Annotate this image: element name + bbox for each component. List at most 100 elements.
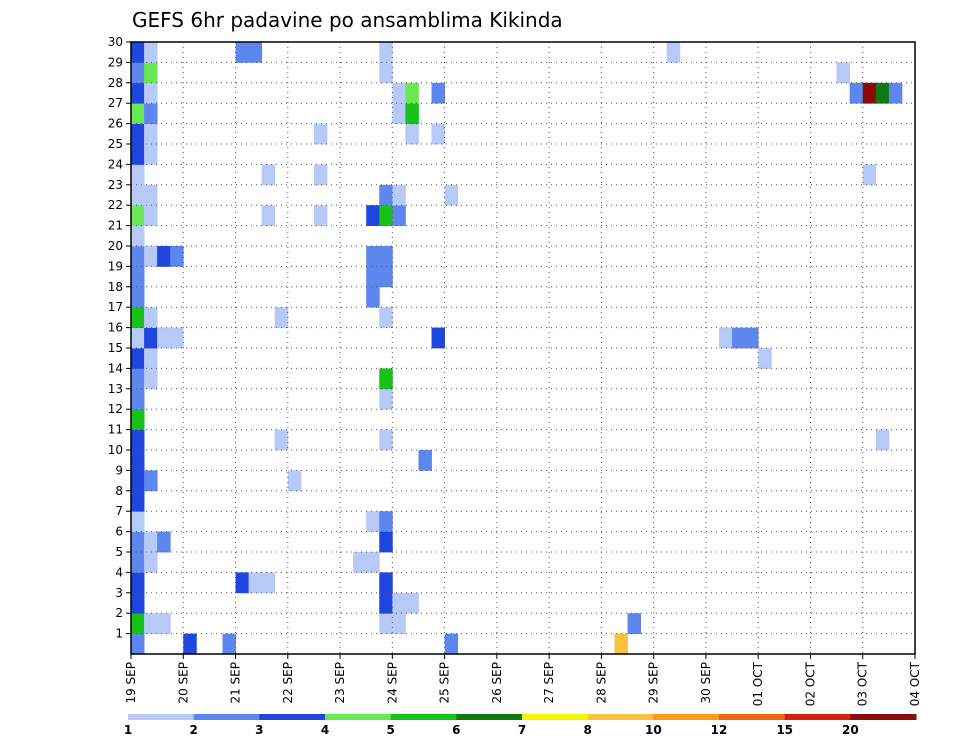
heatmap-cell (131, 246, 145, 267)
heatmap-cell (431, 82, 445, 104)
heatmap-cell (144, 144, 158, 165)
colorbar-swatch (456, 714, 523, 720)
heatmap-cell (144, 42, 158, 63)
colorbar-tick-label: 2 (189, 723, 197, 737)
heatmap-cell (261, 164, 276, 186)
heatmap-cell (431, 327, 445, 349)
heatmap-cell (131, 511, 145, 532)
colorbar-swatch (522, 714, 589, 720)
heatmap-cell (131, 327, 145, 349)
y-tick-label: 23 (108, 178, 123, 192)
x-tick-label: 21 SEP (229, 662, 243, 704)
y-tick-label: 29 (108, 55, 123, 69)
y-tick-label: 8 (115, 484, 123, 498)
heatmap-cell (392, 103, 406, 124)
heatmap-cell (379, 572, 393, 594)
heatmap-cell (131, 490, 145, 512)
heatmap-cell (392, 82, 406, 104)
heatmap-cell (131, 144, 145, 165)
gridlines (131, 42, 915, 654)
heatmap-cell (875, 429, 890, 451)
heatmap-cell (131, 409, 145, 430)
y-tick-label: 21 (108, 219, 123, 233)
colorbar-tick-label: 8 (583, 723, 591, 737)
colorbar-tick-label: 7 (518, 723, 526, 737)
heatmap-cell (313, 205, 328, 226)
heatmap-cell (379, 184, 393, 206)
x-tick-label: 24 SEP (385, 662, 399, 704)
heatmap-cell (287, 470, 302, 492)
heatmap-cell (392, 592, 406, 614)
y-tick-label: 12 (108, 402, 123, 416)
heatmap-cell (157, 613, 171, 634)
colorbar-swatch (128, 714, 195, 720)
colorbar-tick-label: 20 (842, 723, 859, 737)
heatmap-cell (131, 184, 145, 206)
heatmap-cell (131, 572, 145, 594)
y-tick-label: 7 (115, 504, 123, 518)
heatmap-cell (732, 327, 746, 349)
y-tick-label: 22 (108, 198, 123, 212)
colorbar-tick-label: 4 (321, 723, 329, 737)
heatmap-cell (131, 123, 145, 145)
y-tick-label: 11 (108, 423, 123, 437)
heatmap-cell (444, 633, 459, 655)
heatmap-cell (366, 246, 380, 267)
y-tick-label: 25 (108, 137, 123, 151)
y-tick-label: 15 (108, 341, 123, 355)
heatmap-cell (379, 307, 393, 328)
heatmap-cell (131, 164, 145, 186)
heatmap-cell (131, 633, 145, 655)
heatmap-cell (144, 348, 158, 369)
y-tick-label: 19 (108, 259, 123, 273)
heatmap-cell (144, 531, 158, 553)
heatmap-cell (379, 429, 393, 451)
colorbar-tick-label: 5 (386, 723, 394, 737)
heatmap-cell (379, 205, 393, 226)
heatmap-cell (144, 246, 158, 267)
colorbar-tick-label: 10 (645, 723, 662, 737)
chart-title: GEFS 6hr padavine po ansamblima Kikinda (132, 8, 563, 32)
heatmap-cell (131, 82, 145, 104)
heatmap-cell (144, 123, 158, 145)
heatmap-cell (131, 470, 145, 492)
colorbar-tick-label: 6 (452, 723, 460, 737)
heatmap-cell (131, 225, 145, 247)
heatmap-cell (379, 62, 393, 84)
heatmap-cell (379, 531, 393, 553)
heatmap-cell (183, 633, 197, 655)
heatmap-cell (131, 450, 145, 471)
heatmap-cell (888, 82, 903, 104)
heatmap-cell (405, 82, 419, 104)
heatmap-cell (144, 184, 158, 206)
y-tick-label: 26 (108, 117, 123, 131)
heatmap-cell (131, 205, 145, 226)
colorbar-swatch (259, 714, 326, 720)
heatmap-cell (144, 82, 158, 104)
heatmap-cell (366, 266, 380, 288)
y-tick-label: 9 (115, 463, 123, 477)
heatmap-cell (627, 613, 641, 634)
x-tick-label: 04 OCT (908, 661, 922, 706)
colorbar-tick-label: 1 (124, 723, 132, 737)
heatmap-cell (719, 327, 733, 349)
heatmap-cell (144, 103, 158, 124)
heatmap-cell (131, 531, 145, 553)
x-tick-label: 29 SEP (647, 662, 661, 704)
heatmap-cell (862, 164, 877, 186)
heatmap-cell (144, 327, 158, 349)
x-tick-label: 20 SEP (176, 662, 190, 704)
heatmap-cell (405, 103, 419, 124)
heatmap-cell (614, 633, 628, 655)
x-tick-label: 23 SEP (333, 662, 347, 704)
heatmap-cell (366, 511, 380, 532)
y-tick-label: 30 (108, 35, 123, 49)
heatmap-cell (379, 266, 393, 288)
x-tick-label: 02 OCT (803, 661, 817, 706)
heatmap-cells (131, 42, 903, 655)
colorbar-swatch (193, 714, 260, 720)
colorbar-swatch (325, 714, 392, 720)
heatmap-cell (366, 205, 380, 226)
heatmap-cell (379, 511, 393, 532)
heatmap-cell (274, 429, 289, 451)
